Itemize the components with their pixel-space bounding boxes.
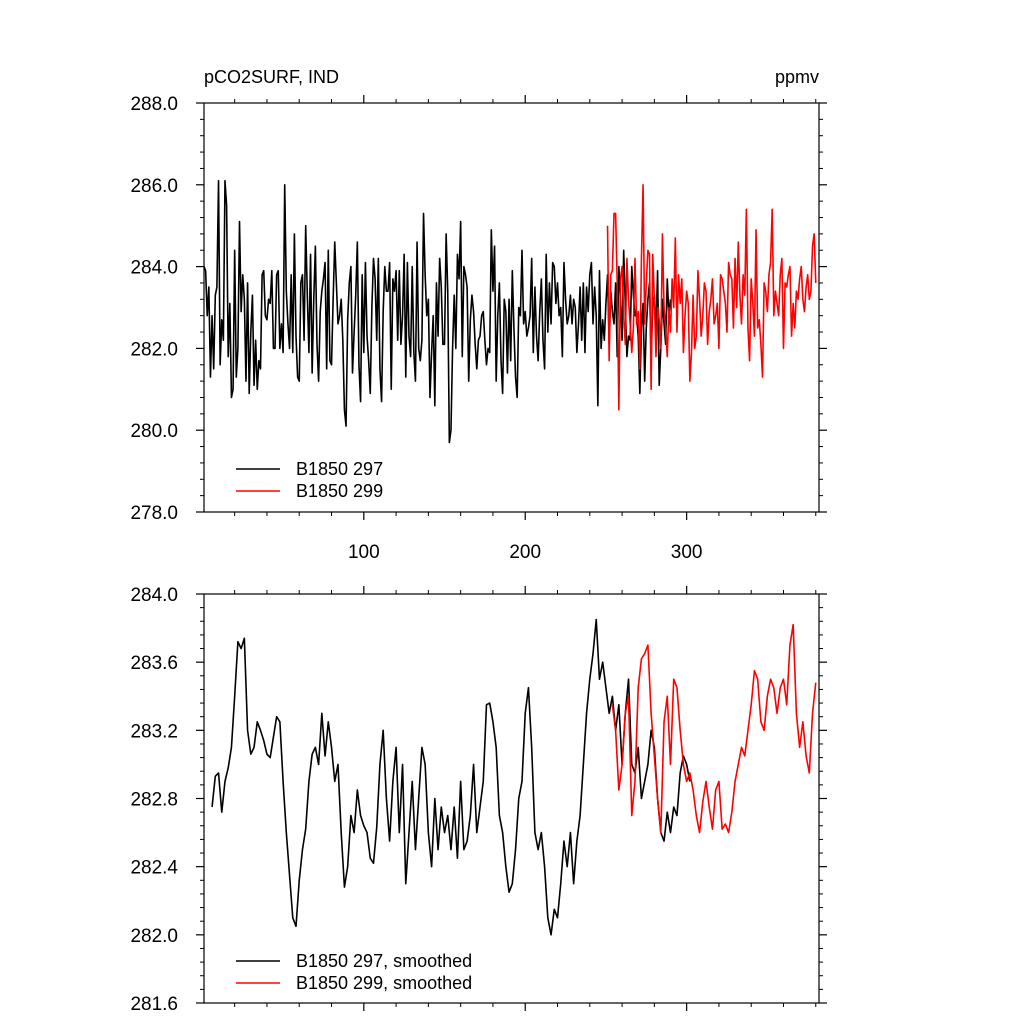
y-tick-label: 281.6	[130, 994, 178, 1015]
y-tick-label: 282.0	[130, 339, 178, 360]
y-tick-label: 283.2	[130, 721, 178, 742]
y-tick-label: 282.4	[130, 858, 178, 879]
x-tick-label: 200	[509, 542, 541, 563]
series-line-2	[606, 184, 817, 411]
y-tick-label: 284.0	[130, 585, 178, 606]
legend-label-1: B1850 297	[296, 459, 383, 479]
y-tick-label: 283.6	[130, 653, 178, 674]
series-line-2	[611, 623, 817, 834]
y-tick-label: 286.0	[130, 176, 178, 197]
legend-label-1: B1850 297, smoothed	[296, 951, 472, 971]
plot-frame	[203, 593, 820, 1004]
units-label: ppmv	[775, 67, 819, 87]
top-panel: 278.0 280.0 282.0 284.0 286.0 288.0 100 200 300 p…	[130, 67, 827, 563]
legend-label-2: B1850 299	[296, 481, 383, 501]
x-tick-label: 300	[671, 542, 703, 563]
plot-frame	[203, 102, 820, 513]
chart-title: pCO2SURF, IND	[204, 67, 339, 87]
x-tick-label: 100	[348, 542, 380, 563]
y-tick-label: 284.0	[130, 258, 178, 279]
bottom-panel: 281.6 282.0 282.4 282.8 283.2 283.6 284.0 B1850…	[130, 585, 827, 1015]
series-line-1	[211, 618, 691, 936]
y-tick-label: 282.0	[130, 926, 178, 947]
series-line-1	[204, 179, 672, 444]
y-tick-label: 282.8	[130, 790, 178, 811]
y-tick-label: 288.0	[130, 94, 178, 115]
y-tick-label: 278.0	[130, 503, 178, 524]
legend-label-2: B1850 299, smoothed	[296, 973, 472, 993]
y-tick-label: 280.0	[130, 421, 178, 442]
